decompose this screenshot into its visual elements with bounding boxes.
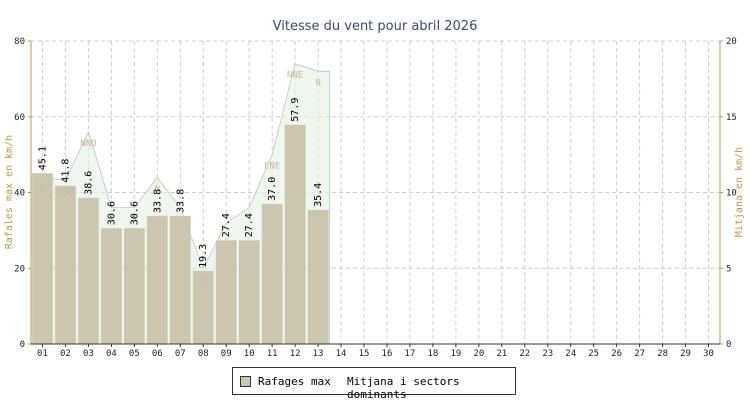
x-tick-label: 15 xyxy=(359,349,370,359)
legend: Rafages max Mitjana i sectors dominants xyxy=(232,367,516,401)
chart-title: Vitesse du vent pour abril 2026 xyxy=(273,19,478,34)
x-tick-label: 25 xyxy=(588,349,599,359)
y-left-tick-labels: 0 20 40 60 80 xyxy=(14,37,25,350)
wind-direction-label: ENE xyxy=(264,162,280,172)
gust-bar xyxy=(284,124,306,345)
gust-bar xyxy=(54,185,77,345)
gust-value-label: 38.6 xyxy=(83,171,94,195)
gust-bar xyxy=(31,172,54,345)
y-right-tick-label: 5 xyxy=(726,264,731,274)
x-tick-label: 27 xyxy=(634,349,645,359)
gust-value-label: 30.6 xyxy=(106,201,117,225)
x-tick-labels: 01 02 03 04 05 06 07 08 09 10 11 12 13 14 15 16 17 18 19 20… xyxy=(37,349,714,359)
x-tick-label: 07 xyxy=(175,349,186,359)
x-tick-label: 08 xyxy=(198,349,209,359)
x-tick-label: 03 xyxy=(83,349,94,359)
gust-bar xyxy=(123,227,146,345)
wind-direction-label: N xyxy=(40,184,45,194)
y-axis-left-label: Rafales max en km/h xyxy=(4,135,15,249)
x-tick-label: 29 xyxy=(680,349,691,359)
gust-value-label: 41.8 xyxy=(60,159,71,183)
wind-direction-label: S xyxy=(132,215,137,225)
gust-value-label: 27.4 xyxy=(244,213,255,237)
gust-bar xyxy=(100,227,123,345)
x-tick-label: 11 xyxy=(267,349,278,359)
gust-value-label: 27.4 xyxy=(221,213,232,237)
x-tick-label: 12 xyxy=(290,349,301,359)
x-tick-label: 21 xyxy=(496,349,507,359)
y-right-tick-label: 15 xyxy=(726,113,737,123)
y-right-tick-label: 20 xyxy=(726,37,737,47)
gust-bar xyxy=(169,215,192,345)
wind-direction-label: NNO xyxy=(80,139,96,149)
x-tick-label: 30 xyxy=(703,349,714,359)
x-tick-label: 06 xyxy=(152,349,163,359)
x-tick-label: 19 xyxy=(450,349,461,359)
gust-value-label: 35.4 xyxy=(313,183,324,207)
y-left-tick-label: 0 xyxy=(20,340,25,350)
gust-value-label: 37.0 xyxy=(267,177,278,201)
x-tick-label: 23 xyxy=(542,349,553,359)
y-left-tick-label: 80 xyxy=(14,37,25,47)
value-labels: 45.1 41.8 38.6 30.6 30.6 33.8 33.8 19.3 27.4 27.4… xyxy=(37,98,324,268)
gust-bar xyxy=(77,197,100,345)
x-tick-label: 17 xyxy=(405,349,416,359)
y-right-tick-label: 10 xyxy=(726,189,737,199)
wind-direction-label: E xyxy=(201,275,206,285)
gust-value-label: 30.6 xyxy=(129,201,140,225)
direction-labels: N OSO NNO S N E ENE NNE N xyxy=(40,71,321,286)
x-tick-label: 04 xyxy=(106,349,117,359)
legend-swatch-gusts xyxy=(240,376,251,387)
gust-value-label: 19.3 xyxy=(198,244,209,268)
gust-value-label: 57.9 xyxy=(290,98,301,122)
axes xyxy=(28,40,723,347)
x-tick-label: 18 xyxy=(427,349,438,359)
wind-direction-label: N xyxy=(315,78,320,88)
wind-direction-label: NNE xyxy=(287,71,303,81)
x-tick-label: 22 xyxy=(519,349,530,359)
gust-bar xyxy=(146,215,169,345)
x-tick-label: 09 xyxy=(221,349,232,359)
x-tick-label: 28 xyxy=(657,349,668,359)
x-tick-label: 05 xyxy=(129,349,140,359)
wind-direction-label: N xyxy=(155,184,160,194)
x-tick-label: 24 xyxy=(565,349,576,359)
y-left-tick-label: 40 xyxy=(14,189,25,199)
wind-direction-label: OSO xyxy=(57,187,73,197)
x-tick-label: 01 xyxy=(37,349,48,359)
gust-series xyxy=(31,124,329,345)
x-tick-label: 14 xyxy=(336,349,347,359)
gust-value-label: 33.8 xyxy=(152,189,163,213)
gust-bar xyxy=(261,203,283,345)
x-tick-label: 10 xyxy=(244,349,255,359)
gust-bar xyxy=(215,239,237,345)
gust-value-label: 33.8 xyxy=(175,189,186,213)
y-right-tick-label: 0 xyxy=(726,340,731,350)
y-left-tick-label: 60 xyxy=(14,113,25,123)
gust-bar xyxy=(238,239,260,345)
x-tick-label: 02 xyxy=(60,349,71,359)
x-tick-label: 20 xyxy=(473,349,484,359)
gust-bar xyxy=(307,209,329,345)
y-axis-right-label: Mitjana en km/h xyxy=(734,147,745,237)
legend-item-gusts: Rafages max xyxy=(258,375,331,388)
x-tick-label: 16 xyxy=(382,349,393,359)
x-tick-label: 26 xyxy=(611,349,622,359)
y-left-tick-label: 20 xyxy=(14,264,25,274)
legend-item-average: Mitjana i sectors dominants xyxy=(347,375,460,401)
y-right-tick-labels: 0 5 10 15 20 xyxy=(726,37,737,350)
gust-value-label: 45.1 xyxy=(37,146,48,170)
x-tick-label: 13 xyxy=(313,349,324,359)
